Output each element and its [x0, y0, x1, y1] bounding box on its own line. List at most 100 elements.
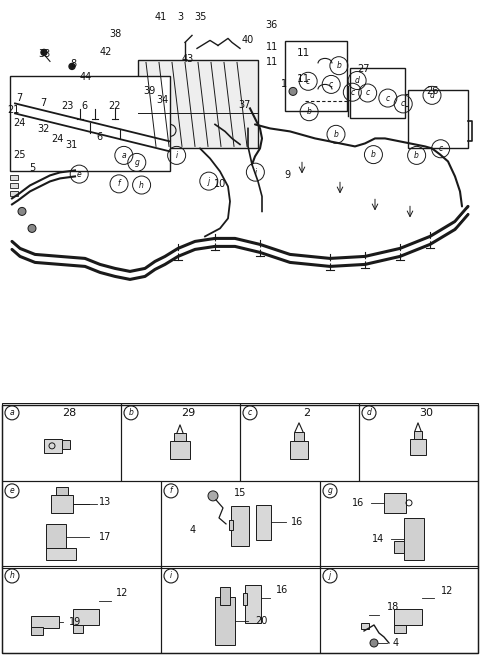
Text: 32: 32	[37, 124, 49, 134]
FancyBboxPatch shape	[215, 597, 235, 645]
Bar	[2, 566, 161, 653]
FancyBboxPatch shape	[256, 505, 271, 540]
Text: e: e	[10, 487, 14, 495]
Bar	[161, 566, 320, 653]
Text: g: g	[327, 487, 333, 495]
FancyBboxPatch shape	[229, 520, 233, 530]
Text: i: i	[254, 168, 256, 177]
Text: 28: 28	[62, 408, 76, 418]
Circle shape	[208, 491, 218, 501]
Text: b: b	[371, 150, 376, 159]
FancyBboxPatch shape	[31, 627, 43, 635]
FancyBboxPatch shape	[73, 609, 99, 625]
FancyBboxPatch shape	[243, 593, 247, 605]
Text: 9: 9	[284, 170, 290, 180]
Bar	[161, 481, 320, 568]
Text: 35: 35	[194, 12, 207, 22]
Text: c: c	[248, 408, 252, 417]
Text: 12: 12	[441, 586, 454, 596]
FancyBboxPatch shape	[394, 609, 422, 625]
Text: 5: 5	[29, 163, 36, 174]
Text: 20: 20	[255, 616, 267, 626]
Text: 15: 15	[234, 488, 246, 498]
Text: c: c	[329, 80, 333, 89]
Text: d: d	[355, 76, 360, 85]
Circle shape	[41, 49, 47, 56]
Text: 13: 13	[99, 497, 111, 507]
FancyBboxPatch shape	[294, 432, 304, 441]
Text: 14: 14	[372, 534, 384, 544]
Text: a: a	[10, 408, 14, 417]
Text: c: c	[306, 77, 310, 86]
FancyBboxPatch shape	[44, 439, 62, 453]
Text: b: b	[334, 130, 338, 139]
Text: b: b	[336, 61, 341, 70]
Text: 7: 7	[40, 98, 47, 108]
Text: 12: 12	[116, 588, 128, 598]
FancyBboxPatch shape	[51, 495, 73, 513]
Bar	[2, 481, 161, 568]
FancyBboxPatch shape	[56, 487, 68, 495]
Text: 23: 23	[61, 101, 73, 111]
Text: 4: 4	[190, 525, 196, 535]
Bar	[2, 403, 121, 481]
FancyBboxPatch shape	[231, 506, 249, 546]
Text: i: i	[176, 151, 178, 160]
Text: 24: 24	[51, 134, 64, 144]
Text: d: d	[430, 91, 434, 100]
Text: 29: 29	[181, 408, 195, 418]
Text: b: b	[414, 151, 419, 160]
Circle shape	[28, 225, 36, 233]
Text: 11: 11	[266, 43, 278, 52]
FancyBboxPatch shape	[350, 68, 405, 119]
FancyBboxPatch shape	[220, 587, 230, 605]
Text: 21: 21	[7, 105, 20, 115]
Text: 6: 6	[97, 132, 103, 142]
FancyBboxPatch shape	[46, 524, 66, 550]
Text: 37: 37	[239, 100, 251, 109]
Text: f: f	[170, 487, 172, 495]
FancyBboxPatch shape	[290, 441, 308, 459]
FancyBboxPatch shape	[62, 440, 70, 449]
Text: 16: 16	[352, 498, 364, 508]
Bar	[320, 566, 478, 653]
Text: 3: 3	[177, 12, 183, 22]
Text: 43: 43	[181, 54, 193, 64]
Text: 17: 17	[99, 532, 111, 542]
Text: 6: 6	[81, 101, 87, 111]
Text: 19: 19	[69, 617, 81, 627]
FancyBboxPatch shape	[410, 439, 426, 455]
Text: 11: 11	[296, 48, 310, 58]
Text: 36: 36	[265, 20, 277, 29]
Text: g: g	[134, 158, 139, 167]
Text: 1: 1	[281, 79, 287, 90]
Text: 11: 11	[266, 57, 278, 67]
Text: j: j	[208, 177, 210, 185]
FancyBboxPatch shape	[414, 431, 422, 439]
FancyBboxPatch shape	[10, 77, 170, 172]
Text: 24: 24	[13, 119, 25, 128]
FancyBboxPatch shape	[46, 548, 76, 560]
Text: h: h	[139, 181, 144, 189]
Text: i: i	[170, 571, 172, 580]
Text: c: c	[366, 88, 370, 98]
Text: 30: 30	[419, 408, 433, 418]
Text: c: c	[386, 94, 390, 103]
Text: 10: 10	[214, 179, 226, 189]
FancyBboxPatch shape	[31, 616, 59, 628]
Bar	[359, 403, 478, 481]
Text: 16: 16	[276, 585, 288, 595]
Text: 7: 7	[16, 93, 23, 103]
Text: 39: 39	[144, 86, 156, 96]
Text: 18: 18	[387, 602, 399, 612]
Text: 11: 11	[296, 75, 310, 84]
Text: c: c	[439, 144, 443, 153]
FancyBboxPatch shape	[285, 41, 347, 111]
Text: 22: 22	[108, 101, 120, 111]
Text: 4: 4	[393, 638, 399, 648]
FancyBboxPatch shape	[384, 493, 406, 513]
Text: 2: 2	[303, 408, 311, 418]
Text: 25: 25	[13, 151, 25, 160]
FancyBboxPatch shape	[408, 90, 468, 149]
Circle shape	[289, 87, 297, 96]
